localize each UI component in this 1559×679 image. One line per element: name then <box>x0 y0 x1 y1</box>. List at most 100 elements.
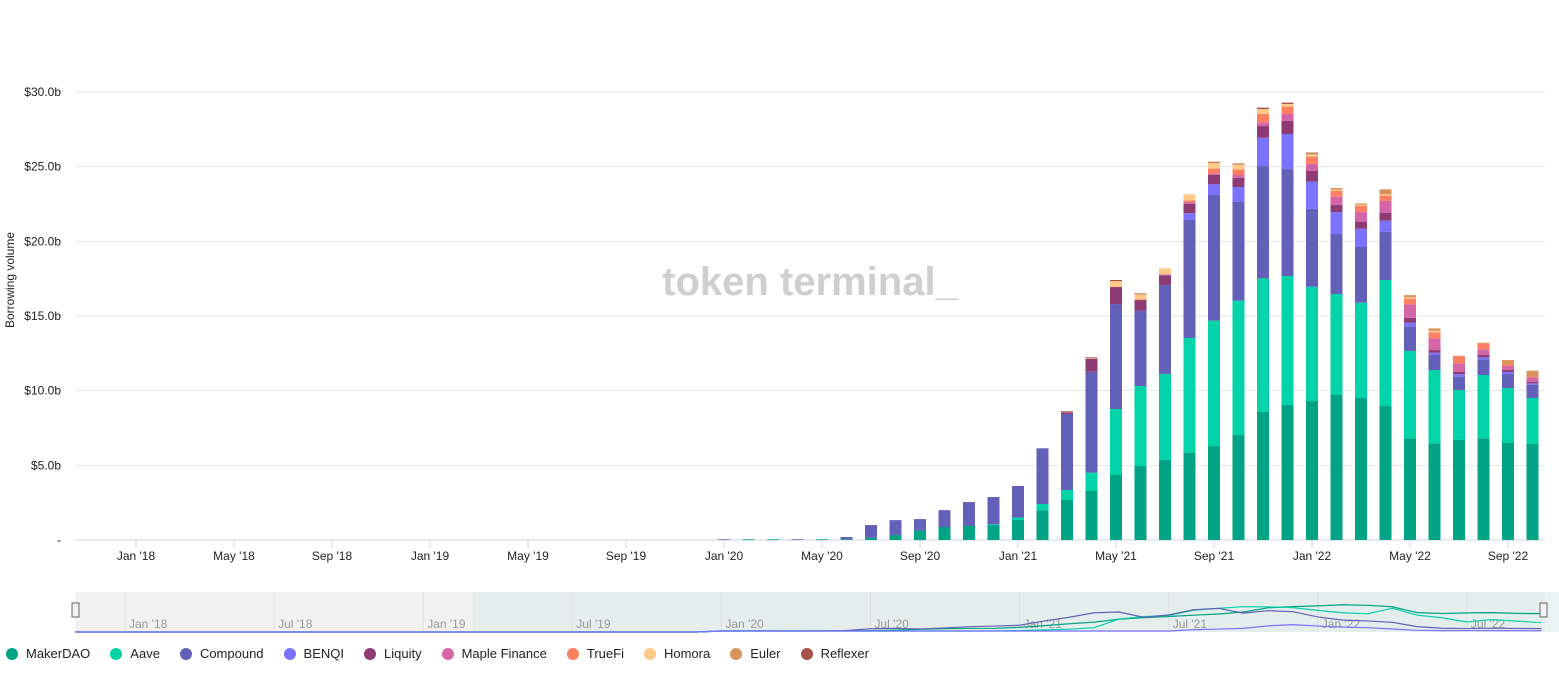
bar-benqi[interactable] <box>1404 322 1416 327</box>
bar-maple-finance[interactable] <box>1526 377 1539 382</box>
bar-compound[interactable] <box>1306 208 1318 287</box>
bar-compound[interactable] <box>1159 284 1171 374</box>
bar-compound[interactable] <box>1453 376 1465 391</box>
legend-item-liquity[interactable]: Liquity <box>364 646 422 661</box>
bar-makerdao[interactable] <box>840 539 853 541</box>
bar-makerdao[interactable] <box>1428 443 1441 540</box>
navigator[interactable]: Jan '18 Jul '18 Jan '19 Jul '19 Jan '20 Jul '… <box>71 592 1559 633</box>
bar-liquity[interactable] <box>1306 170 1318 182</box>
bar-euler[interactable] <box>1355 203 1367 205</box>
bar-maple-finance[interactable] <box>1232 175 1245 178</box>
bar-homora[interactable] <box>1232 163 1245 170</box>
bar-stack-nov--20[interactable] <box>963 502 975 540</box>
bar-liquity[interactable] <box>1404 317 1416 323</box>
legend-item-aave[interactable]: Aave <box>110 646 160 661</box>
bar-compound[interactable] <box>914 519 926 531</box>
bar-liquity[interactable] <box>1526 381 1539 384</box>
bar-reflexer[interactable] <box>1208 161 1220 163</box>
bar-stack-dec--20[interactable] <box>987 496 1000 540</box>
bar-aave[interactable] <box>1477 374 1490 439</box>
legend-item-compound[interactable]: Compound <box>179 646 264 661</box>
bar-truefi[interactable] <box>1330 191 1343 197</box>
bar-makerdao[interactable] <box>865 537 877 540</box>
bar-aave[interactable] <box>1281 275 1294 406</box>
bar-compound[interactable] <box>718 539 730 541</box>
bar-stack-sep--20[interactable] <box>914 519 926 540</box>
bar-aave[interactable] <box>1502 387 1514 443</box>
bar-homora[interactable] <box>1306 154 1318 157</box>
bar-makerdao[interactable] <box>1281 405 1294 540</box>
bar-makerdao[interactable] <box>742 539 755 541</box>
bar-homora[interactable] <box>1404 297 1416 299</box>
bar-homora[interactable] <box>1085 357 1098 359</box>
bar-benqi[interactable] <box>1257 137 1269 167</box>
bar-aave[interactable] <box>1257 278 1269 412</box>
bar-stack-apr--21[interactable] <box>1085 357 1098 540</box>
bar-compound[interactable] <box>1404 326 1416 351</box>
bar-liquity[interactable] <box>1110 287 1122 305</box>
bar-compound[interactable] <box>840 537 853 540</box>
bar-compound[interactable] <box>1428 354 1441 371</box>
bar-euler[interactable] <box>1526 370 1539 377</box>
bar-compound[interactable] <box>889 520 902 536</box>
bar-stack-may--21[interactable] <box>1110 280 1122 540</box>
bar-benqi[interactable] <box>1330 212 1343 235</box>
bar-stack-dec--21[interactable] <box>1281 102 1294 540</box>
legend-item-homora[interactable]: Homora <box>643 646 710 661</box>
bar-euler[interactable] <box>1379 189 1392 195</box>
bar-compound[interactable] <box>1477 359 1490 375</box>
bar-aave[interactable] <box>1159 373 1171 460</box>
bar-maple-finance[interactable] <box>1404 304 1416 318</box>
bar-aave[interactable] <box>1330 294 1343 395</box>
bar-compound[interactable] <box>938 510 951 528</box>
bar-maple-finance[interactable] <box>1281 113 1294 121</box>
navigator-handle-left[interactable] <box>71 602 80 618</box>
bar-benqi[interactable] <box>1208 184 1220 196</box>
bar-compound[interactable] <box>963 502 975 526</box>
bar-makerdao[interactable] <box>1232 435 1245 540</box>
bar-makerdao[interactable] <box>963 525 975 540</box>
bar-liquity[interactable] <box>1232 177 1245 187</box>
bar-stack-may--20[interactable] <box>816 539 828 541</box>
bar-liquity[interactable] <box>1085 358 1098 372</box>
bar-stack-aug--21[interactable] <box>1183 194 1196 540</box>
bar-stack-apr--20[interactable] <box>791 539 804 541</box>
bar-compound[interactable] <box>1379 231 1392 281</box>
bar-reflexer[interactable] <box>1085 357 1098 359</box>
bar-compound[interactable] <box>1502 373 1514 388</box>
bar-maple-finance[interactable] <box>1477 349 1490 355</box>
bar-aave[interactable] <box>1428 370 1441 444</box>
bar-makerdao[interactable] <box>1110 475 1122 540</box>
navigator-handle-right[interactable] <box>1539 602 1548 618</box>
bar-stack-feb--21[interactable] <box>1036 448 1049 540</box>
bar-liquity[interactable] <box>1159 275 1171 285</box>
bar-stack-feb--22[interactable] <box>1330 188 1343 540</box>
bar-stack-jul--22[interactable] <box>1453 355 1465 540</box>
bar-aave[interactable] <box>1306 286 1318 401</box>
bar-homora[interactable] <box>1379 194 1392 196</box>
bar-reflexer[interactable] <box>1061 411 1073 413</box>
bar-aave[interactable] <box>1526 397 1539 444</box>
bar-maple-finance[interactable] <box>1257 122 1269 127</box>
bar-makerdao[interactable] <box>1355 397 1367 540</box>
legend-item-makerdao[interactable]: MakerDAO <box>6 646 90 661</box>
bar-liquity[interactable] <box>1428 350 1441 353</box>
bar-compound[interactable] <box>1183 219 1196 338</box>
bar-stack-mar--20[interactable] <box>767 539 779 541</box>
bar-stack-sep--22[interactable] <box>1502 360 1514 540</box>
bar-aave[interactable] <box>1134 386 1147 466</box>
bar-homora[interactable] <box>1257 109 1269 114</box>
bar-homora[interactable] <box>1110 281 1122 288</box>
bar-stack-mar--22[interactable] <box>1355 203 1367 540</box>
bar-truefi[interactable] <box>1306 156 1318 164</box>
bar-stack-mar--21[interactable] <box>1061 411 1073 540</box>
bar-liquity[interactable] <box>1183 203 1196 214</box>
bar-maple-finance[interactable] <box>1208 173 1220 175</box>
bar-aave[interactable] <box>1208 320 1220 447</box>
bar-truefi[interactable] <box>1428 332 1441 339</box>
bar-reflexer[interactable] <box>1281 102 1294 104</box>
bar-maple-finance[interactable] <box>1428 338 1441 351</box>
bar-benqi[interactable] <box>1306 181 1318 209</box>
bar-homora[interactable] <box>1183 194 1196 201</box>
bar-euler[interactable] <box>1428 328 1441 331</box>
